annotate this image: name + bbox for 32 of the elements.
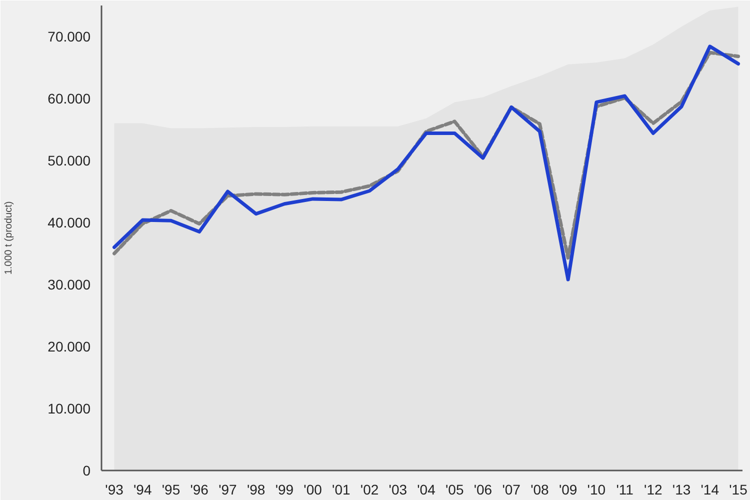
x-tick-label: '07 bbox=[502, 482, 521, 498]
x-tick-label: '05 bbox=[445, 482, 464, 498]
y-tick-label: 20.000 bbox=[48, 338, 91, 354]
x-tick-label: '94 bbox=[134, 482, 152, 498]
y-tick-label: 0 bbox=[82, 462, 91, 478]
x-tick-label: '08 bbox=[530, 482, 550, 498]
x-tick-label: '04 bbox=[417, 482, 436, 498]
x-tick-label: '03 bbox=[388, 482, 408, 498]
y-tick-label: 40.000 bbox=[48, 214, 91, 230]
x-tick-label: '15 bbox=[729, 482, 748, 498]
x-tick-label: '02 bbox=[360, 482, 379, 498]
y-tick-label: 10.000 bbox=[48, 400, 91, 416]
x-tick-label: '11 bbox=[616, 482, 634, 498]
x-tick-label: '95 bbox=[162, 482, 180, 498]
x-tick-label: '98 bbox=[246, 482, 266, 498]
x-tick-label: '10 bbox=[587, 482, 606, 498]
x-tick-label: '09 bbox=[558, 482, 578, 498]
x-tick-label: '14 bbox=[700, 482, 720, 498]
y-tick-label: 70.000 bbox=[48, 28, 91, 44]
x-tick-label: '93 bbox=[105, 482, 124, 498]
x-tick-label: '12 bbox=[644, 482, 662, 498]
x-tick-label: '97 bbox=[218, 482, 238, 498]
y-tick-label: 50.000 bbox=[48, 152, 91, 168]
x-tick-label: '13 bbox=[672, 482, 691, 498]
x-tick-label: '99 bbox=[275, 482, 294, 498]
x-tick-label: '01 bbox=[332, 482, 350, 498]
y-tick-label: 30.000 bbox=[48, 276, 91, 292]
x-tick-label: '06 bbox=[474, 482, 492, 498]
x-tick-label: '00 bbox=[304, 482, 322, 498]
x-tick-label: '96 bbox=[190, 482, 209, 498]
y-tick-label: 60.000 bbox=[48, 90, 91, 106]
y-axis-title: 1.000 t (product) bbox=[4, 201, 15, 275]
